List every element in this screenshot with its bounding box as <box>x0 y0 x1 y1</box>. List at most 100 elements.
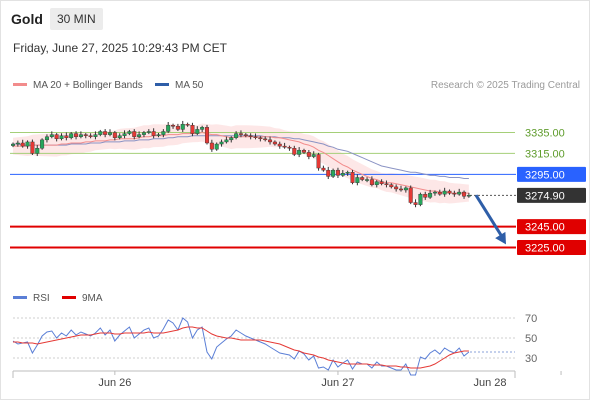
level-label-3315.00: 3315.00 <box>525 148 565 160</box>
rsi-ma-line <box>13 326 469 369</box>
candle-body <box>103 131 108 135</box>
candle-body <box>74 133 79 137</box>
candle-body <box>389 184 394 188</box>
ma20-swatch <box>13 82 27 86</box>
candle-body <box>200 127 205 130</box>
candle-body <box>30 141 35 154</box>
candle-body <box>180 123 185 130</box>
candle-body <box>345 172 350 174</box>
candle-body <box>423 193 428 198</box>
candle-body <box>428 192 433 198</box>
candle-body <box>306 152 311 157</box>
candle-body <box>151 131 156 136</box>
rsi-tick-70: 70 <box>525 313 537 325</box>
candle-body <box>78 134 83 137</box>
candle-body <box>44 136 49 141</box>
candle-body <box>93 134 98 137</box>
level-label-3245.00: 3245.00 <box>525 222 565 234</box>
candle-body <box>302 150 307 153</box>
level-label-3335.00: 3335.00 <box>525 128 565 140</box>
candle-body <box>112 132 117 138</box>
candle-body <box>360 177 365 180</box>
candle-body <box>214 143 219 150</box>
candle-body <box>229 137 234 141</box>
candle-body <box>224 139 229 143</box>
candle-body <box>466 195 471 197</box>
candle-body <box>204 127 209 144</box>
research-credit: Research © 2025 Trading Central <box>430 80 580 91</box>
legend-ma50-label: MA 50 <box>175 80 204 91</box>
rsi-swatch <box>13 295 27 299</box>
candle-body <box>156 134 161 136</box>
candle-body <box>447 190 452 194</box>
rsi-tick-50: 50 <box>525 333 537 345</box>
legend-ma20-bollinger[interactable]: MA 20 + Bollinger Bands <box>13 80 143 91</box>
candle-body <box>277 143 282 147</box>
level-label-3295.00: 3295.00 <box>525 169 565 181</box>
candle-body <box>40 139 45 149</box>
legend-rsi[interactable]: RSI <box>13 293 50 304</box>
legend-rsi-ma[interactable]: 9MA <box>62 293 103 304</box>
candle-body <box>117 135 122 138</box>
candle-body <box>171 125 176 127</box>
rsi-ma-swatch <box>62 295 76 299</box>
candle-body <box>69 133 74 138</box>
candle-body <box>311 154 316 157</box>
candle-body <box>457 191 462 195</box>
candle-body <box>195 129 200 134</box>
candle-body <box>316 154 321 169</box>
candle-body <box>418 193 423 205</box>
candle-body <box>413 202 418 205</box>
candle-body <box>282 145 287 148</box>
candle-body <box>15 142 20 145</box>
candle-body <box>190 125 195 134</box>
candle-body <box>272 141 277 145</box>
candle-body <box>146 131 151 133</box>
candle-body <box>442 190 447 195</box>
timeframe-button[interactable]: 30 MIN <box>50 8 103 30</box>
level-label-3274.90: 3274.90 <box>525 190 565 202</box>
candle-body <box>20 142 25 147</box>
candle-body <box>403 187 408 191</box>
candle-body <box>432 191 437 194</box>
x-label-Jun 28: Jun 28 <box>473 377 506 389</box>
x-label-Jun 27: Jun 27 <box>321 377 354 389</box>
candle-body <box>64 135 69 138</box>
candle-body <box>141 132 146 135</box>
legend-ma20-label: MA 20 + Bollinger Bands <box>33 80 143 91</box>
level-tag-3225.00 <box>517 239 586 255</box>
candle-body <box>268 139 273 143</box>
rsi-tick-30: 30 <box>525 353 537 365</box>
candle-body <box>263 138 268 141</box>
candle-body <box>374 181 379 185</box>
candle-body <box>384 183 389 185</box>
candle-body <box>83 134 88 136</box>
ma50-swatch <box>155 82 169 86</box>
bollinger-band <box>13 123 469 204</box>
level-tag-3295.00 <box>517 166 586 182</box>
legend-rsi-ma-label: 9MA <box>82 293 103 304</box>
candles <box>10 120 471 208</box>
candle-body <box>175 126 180 130</box>
candle-body <box>287 146 292 149</box>
legend-rsi-label: RSI <box>33 293 50 304</box>
forecast-arrow <box>474 194 505 240</box>
candle-body <box>462 191 467 197</box>
candle-body <box>35 148 40 154</box>
candle-body <box>166 125 171 132</box>
candle-body <box>49 134 54 137</box>
candle-body <box>243 134 248 136</box>
candle-body <box>209 142 214 150</box>
candle-body <box>258 137 263 140</box>
candle-body <box>399 188 404 191</box>
candle-body <box>452 192 457 195</box>
candle-body <box>234 133 239 138</box>
candle-body <box>340 173 345 176</box>
forecast-arrowhead <box>495 231 506 245</box>
candle-body <box>238 133 243 135</box>
legend-ma50[interactable]: MA 50 <box>155 80 203 91</box>
candle-body <box>137 134 142 137</box>
candle-body <box>253 136 258 138</box>
candle-body <box>161 131 166 135</box>
